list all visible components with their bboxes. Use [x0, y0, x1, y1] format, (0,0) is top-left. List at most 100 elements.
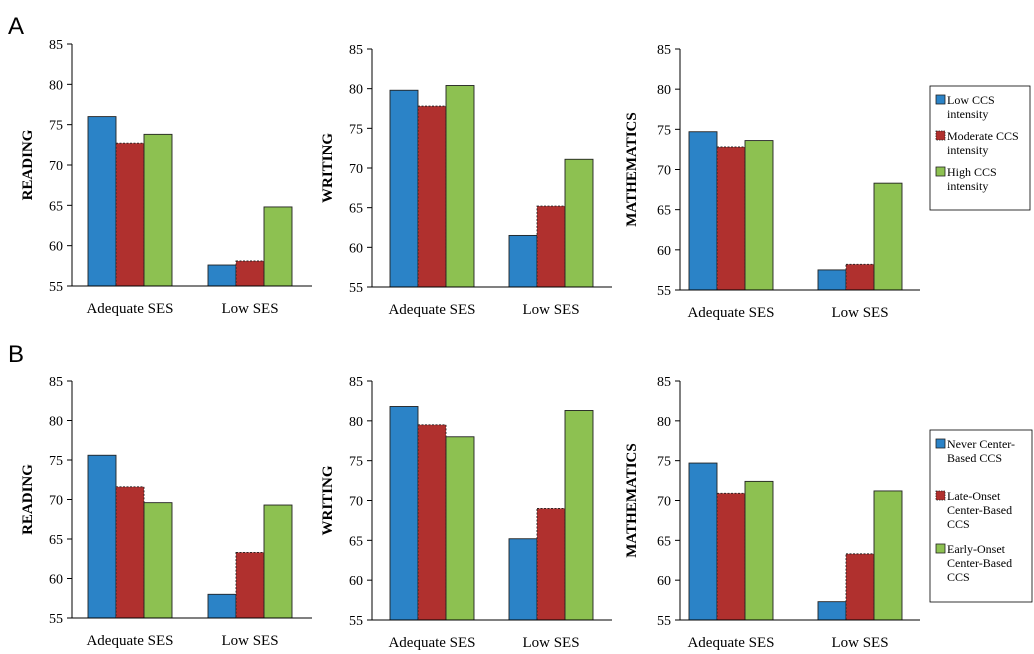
- y-tick-label: 70: [49, 494, 63, 509]
- y-tick-label: 70: [349, 495, 363, 510]
- bar: [564, 410, 594, 621]
- y-tick-label: 60: [349, 241, 363, 256]
- x-tick-label: Low SES: [221, 301, 278, 317]
- y-tick-label: 80: [49, 415, 63, 430]
- legend-swatch: [935, 438, 946, 449]
- bar: [207, 264, 237, 287]
- bar: [508, 538, 538, 621]
- bar: [445, 436, 475, 621]
- y-tick-label: 85: [49, 38, 63, 53]
- chart-a-writing: Adequate SES Low SES 55 60 65 70 75 80 85 WRITING: [320, 43, 612, 318]
- y-tick-label: 80: [349, 415, 363, 430]
- y-tick-label: 75: [349, 122, 363, 137]
- y-tick-label: 60: [49, 240, 63, 255]
- legend-label: Early-Onset Center-Based CCS: [947, 542, 1012, 584]
- y-tick-label: 60: [349, 574, 363, 589]
- y-tick-label: 55: [657, 614, 671, 629]
- y-tick-label: 75: [49, 119, 63, 134]
- bar: [417, 105, 447, 288]
- bar: [87, 454, 117, 619]
- bar: [417, 424, 447, 621]
- y-tick-label: 85: [349, 43, 363, 58]
- bar: [263, 504, 293, 619]
- bar: [536, 508, 566, 621]
- y-tick-label: 80: [657, 83, 671, 98]
- chart-a-reading: Adequate SES Low SES 55 60 65 70 75 80 85 READING: [20, 38, 312, 317]
- y-tick-label: 60: [657, 244, 671, 259]
- chart-b-writing: Adequate SES Low SES 55 60 65 70 75 80 85 WRITING: [320, 375, 612, 651]
- bar: [143, 502, 173, 619]
- x-tick-label: Adequate SES: [86, 301, 173, 317]
- bar: [87, 116, 117, 287]
- y-tick-label: 65: [657, 534, 671, 549]
- y-tick-label: 70: [49, 159, 63, 174]
- legend-swatch: [935, 94, 946, 105]
- bar: [744, 140, 774, 291]
- x-tick-label: Adequate SES: [388, 635, 475, 651]
- y-tick-label: 85: [657, 375, 671, 390]
- legend-label: Never Center-Based CCS: [947, 437, 1015, 465]
- bar: [115, 486, 145, 619]
- x-tick-label: Adequate SES: [86, 633, 173, 649]
- legend-swatch: [935, 166, 946, 177]
- legend-swatch: [935, 130, 946, 141]
- legend-box: [929, 85, 1031, 211]
- bar: [508, 234, 538, 288]
- y-tick-label: 55: [349, 614, 363, 629]
- y-tick-label: 75: [49, 454, 63, 469]
- y-axis-label: READING: [20, 129, 36, 200]
- bar: [688, 131, 718, 291]
- y-tick-label: 75: [349, 455, 363, 470]
- x-tick-label: Adequate SES: [388, 302, 475, 318]
- chart-b-reading: Adequate SES Low SES 55 60 65 70 75 80 85 READING: [20, 375, 312, 649]
- bar: [389, 89, 419, 288]
- y-axis-label: WRITING: [320, 133, 336, 203]
- y-tick-label: 80: [657, 415, 671, 430]
- panel-label-b: B: [8, 341, 24, 368]
- y-tick-label: 55: [657, 284, 671, 299]
- y-axis-label: MATHEMATICS: [624, 443, 640, 557]
- bar: [873, 490, 903, 621]
- y-tick-label: 75: [657, 455, 671, 470]
- y-tick-label: 65: [49, 533, 63, 548]
- legend-label: Low CCS intensity: [947, 93, 995, 121]
- bar: [536, 205, 566, 288]
- x-tick-label: Low SES: [831, 305, 888, 321]
- bar: [207, 593, 237, 619]
- bar: [845, 553, 875, 621]
- bar: [389, 406, 419, 621]
- x-tick-label: Low SES: [221, 633, 278, 649]
- bar: [688, 462, 718, 621]
- legend-b: Never Center-Based CCS Late-Onset Center-B…: [929, 429, 1033, 603]
- bar: [716, 146, 746, 291]
- y-tick-label: 85: [49, 375, 63, 390]
- bar: [873, 182, 903, 291]
- legend-label: Late-Onset Center-Based CCS: [947, 489, 1012, 531]
- bar: [115, 142, 145, 287]
- bar: [716, 492, 746, 621]
- y-axis-label: WRITING: [320, 465, 336, 535]
- bar: [817, 269, 847, 291]
- chart-a-mathematics: Adequate SES Low SES 55 60 65 70 75 80 85 MATHEMA…: [624, 43, 920, 321]
- bar: [263, 206, 293, 287]
- y-tick-label: 85: [349, 375, 363, 390]
- y-tick-label: 55: [349, 281, 363, 296]
- legend-box: [929, 429, 1033, 603]
- bar: [564, 158, 594, 288]
- legend-swatch: [935, 543, 946, 554]
- bar: [235, 260, 265, 287]
- y-tick-label: 60: [49, 573, 63, 588]
- bar: [817, 601, 847, 621]
- y-tick-label: 55: [49, 612, 63, 627]
- y-axis-label: READING: [20, 464, 36, 535]
- y-tick-label: 60: [657, 574, 671, 589]
- bar: [445, 85, 475, 288]
- y-tick-label: 65: [49, 199, 63, 214]
- legend-swatch: [935, 490, 946, 501]
- y-tick-label: 70: [657, 164, 671, 179]
- panel-label-a: A: [8, 13, 24, 40]
- y-axis-label: MATHEMATICS: [624, 112, 640, 226]
- bar: [235, 551, 265, 619]
- bar: [744, 480, 774, 621]
- y-tick-label: 65: [349, 534, 363, 549]
